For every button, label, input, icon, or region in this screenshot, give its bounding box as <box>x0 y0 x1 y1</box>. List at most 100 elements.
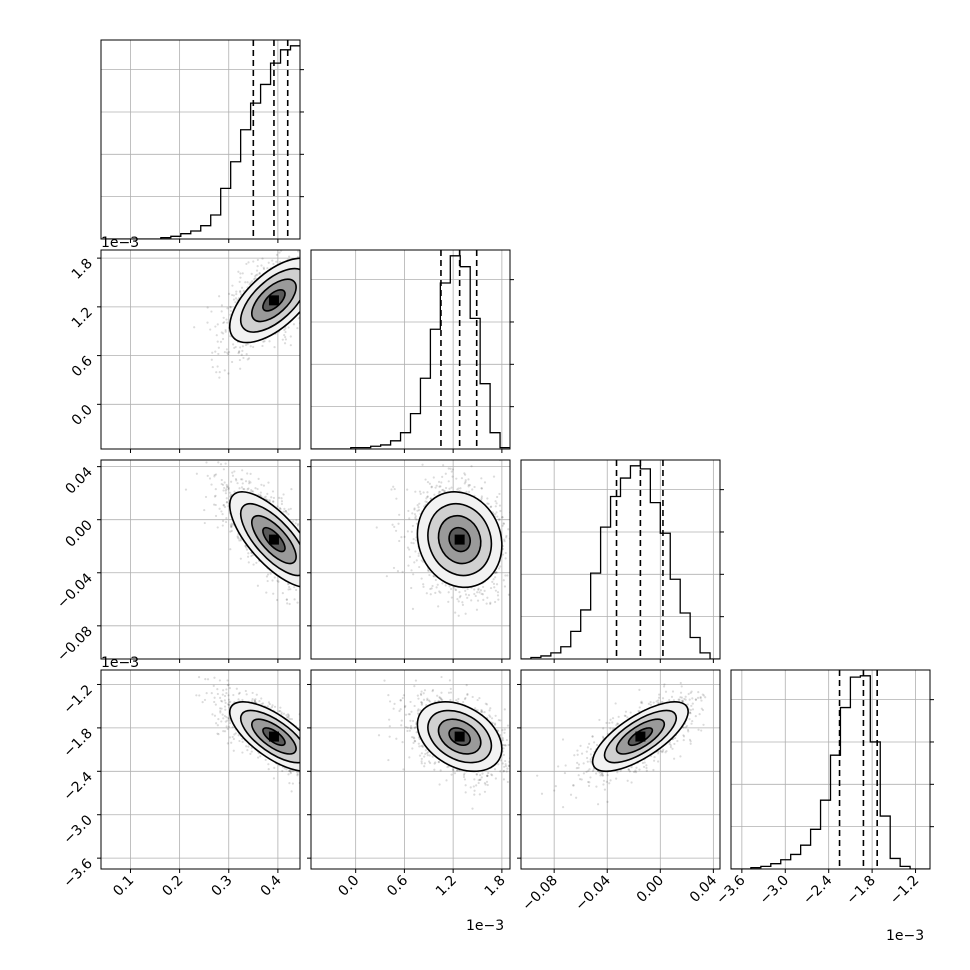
scatter-point <box>235 290 238 293</box>
scatter-point <box>331 784 333 786</box>
scatter-point <box>496 495 499 499</box>
scatter-point <box>300 316 302 318</box>
scatter-point <box>304 579 306 581</box>
scatter-point <box>414 515 417 518</box>
histogram-bin <box>771 864 781 869</box>
histogram-bin <box>601 527 611 659</box>
scatter-point <box>266 492 269 495</box>
scatter-point <box>302 746 304 748</box>
scatter-point <box>432 574 435 578</box>
scatter-point <box>284 338 287 341</box>
scatter-point <box>262 266 265 269</box>
scatter-point <box>280 711 283 714</box>
scatter-point <box>242 356 245 360</box>
scatter-point <box>307 533 309 535</box>
scatter-point <box>312 767 314 769</box>
scatter-point <box>225 516 228 520</box>
scatter-point <box>494 576 497 579</box>
scatter-point <box>304 269 306 271</box>
scatter-point <box>224 701 227 704</box>
scatter-point <box>305 245 307 247</box>
scatter-point <box>304 743 306 745</box>
histogram-panel-3: −3.6 −3.0 −2.4 −1.8 −1.2 <box>713 669 934 908</box>
scatter-point <box>308 758 310 760</box>
scatter-point <box>232 298 236 301</box>
scatter-point <box>300 245 302 247</box>
scatter-point <box>421 463 424 466</box>
scatter-point <box>223 369 226 372</box>
histogram-bin <box>231 162 241 239</box>
scatter-point <box>455 477 458 480</box>
scatter-point <box>467 490 471 493</box>
scatter-point <box>216 365 219 368</box>
scatter-point <box>220 304 224 307</box>
scatter-point <box>320 548 322 550</box>
scatter-point <box>430 587 433 590</box>
scatter-point <box>319 566 321 568</box>
scatter-point <box>304 755 306 757</box>
scatter-point <box>327 254 329 256</box>
scatter-point <box>319 264 321 266</box>
scatter-point <box>216 526 219 529</box>
scatter-point <box>314 549 316 551</box>
scatter-point <box>184 488 188 491</box>
scatter-point <box>234 301 237 304</box>
scatter-point <box>437 605 440 608</box>
contour-line <box>437 514 482 565</box>
scatter-point <box>494 589 498 592</box>
scatter-point <box>247 261 250 264</box>
scatter-point <box>495 583 499 586</box>
scatter-point <box>314 253 316 255</box>
scatter-point <box>292 769 295 773</box>
scatter-point <box>305 773 307 775</box>
scatter-point <box>217 461 220 464</box>
scatter-point <box>308 595 310 597</box>
scatter-point <box>331 263 333 265</box>
panel-border <box>100 249 301 450</box>
scatter-point <box>225 725 228 728</box>
scatter-point <box>417 552 420 555</box>
scatter-point <box>319 754 321 756</box>
scatter-point <box>239 539 242 542</box>
scatter-point <box>303 580 305 582</box>
scatter-point <box>206 306 209 309</box>
scatter-point <box>359 781 361 783</box>
scatter-point <box>408 555 411 558</box>
scatter-point <box>302 570 304 572</box>
scatter-point <box>305 296 307 298</box>
scatter-point <box>301 731 303 733</box>
scatter-point <box>271 579 274 582</box>
scatter-point <box>303 298 305 300</box>
scatter-point <box>501 524 504 527</box>
histogram-bin <box>890 858 900 869</box>
scatter-point <box>246 472 249 475</box>
scatter-point <box>263 340 266 343</box>
scatter-point <box>239 293 243 296</box>
scatter-point <box>412 542 415 545</box>
scatter-point <box>253 699 256 702</box>
scatter-point <box>498 517 501 520</box>
scatter-point <box>451 468 455 471</box>
scatter-point <box>304 761 306 763</box>
scatter-point <box>426 495 429 498</box>
scatter-point <box>275 598 279 602</box>
scatter-point <box>400 535 403 539</box>
histogram-bin <box>271 63 281 239</box>
scatter-point <box>451 475 454 478</box>
scatter-point <box>246 488 249 491</box>
scatter-point <box>205 692 208 695</box>
scatter-point <box>223 730 227 733</box>
scatter-point <box>303 765 305 767</box>
scatter-point <box>302 570 304 572</box>
scatter-point <box>281 338 284 341</box>
scatter-point <box>307 574 309 576</box>
scatter-point <box>317 581 319 583</box>
scatter-point <box>250 750 253 753</box>
scatter-point <box>308 782 310 784</box>
scatter-point <box>427 569 430 572</box>
scatter-point <box>221 337 225 341</box>
scatter-point <box>401 570 404 573</box>
scatter-point <box>238 350 241 353</box>
scatter-point <box>214 325 217 328</box>
scatter-point <box>203 521 206 525</box>
